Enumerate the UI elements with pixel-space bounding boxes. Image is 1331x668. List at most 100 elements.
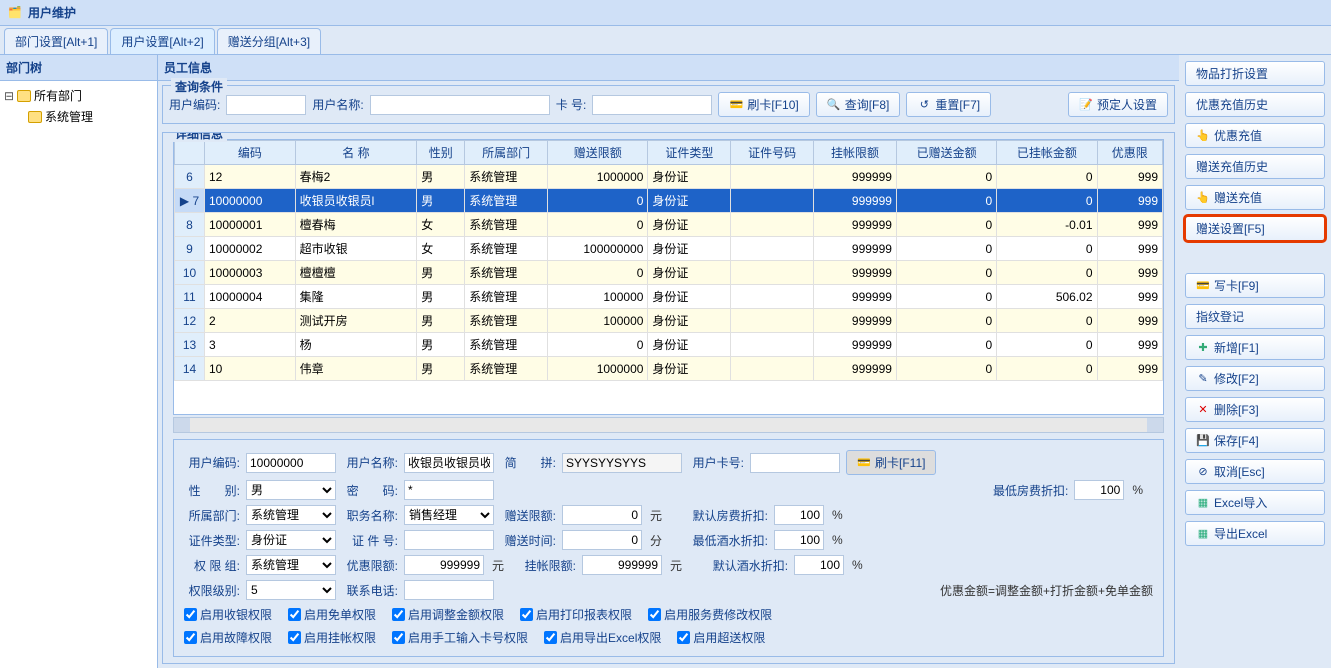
- search-legend: 查询条件: [171, 78, 227, 95]
- f-idno-l: 证 件 号:: [342, 532, 398, 549]
- search-fieldset: 查询条件 用户编码: 用户名称: 卡 号: 💳刷卡[F10] 🔍查询[F8] ↺…: [162, 85, 1175, 124]
- swipe-card-button[interactable]: 💳刷卡[F10]: [718, 92, 809, 117]
- f-sex[interactable]: 男: [246, 480, 336, 500]
- f-gift[interactable]: [562, 505, 642, 525]
- f-defroom[interactable]: [774, 505, 824, 525]
- f-idno[interactable]: [404, 530, 494, 550]
- btn-recharge[interactable]: 👆优惠充值: [1185, 123, 1325, 148]
- btn-excel-export[interactable]: ▦导出Excel: [1185, 521, 1325, 546]
- cancel-icon: ⊘: [1196, 465, 1210, 479]
- f-card[interactable]: [750, 453, 840, 473]
- f-user-code[interactable]: [246, 453, 336, 473]
- staff-panel-header: 员工信息: [158, 55, 1179, 81]
- table-row[interactable]: 1010000003檀檀檀男系统管理0身份证99999900999: [175, 261, 1163, 285]
- dept-tree: ⊟ 所有部门 系统管理: [0, 81, 157, 131]
- table-row[interactable]: 810000001檀春梅女系统管理0身份证9999990-0.01999: [175, 213, 1163, 237]
- f-user-code-l: 用户编码:: [184, 454, 240, 471]
- btn-recharge-history[interactable]: 优惠充值历史: [1185, 92, 1325, 117]
- user-name-input[interactable]: [370, 95, 550, 115]
- f-pwd[interactable]: [404, 480, 494, 500]
- f-minwine[interactable]: [774, 530, 824, 550]
- card-icon: 💳: [857, 456, 871, 470]
- perm-row2: 启用故障权限 启用挂帐权限 启用手工输入卡号权限 启用导出Excel权限 启用超…: [184, 629, 1153, 646]
- f-defroom-l: 默认房费折扣:: [678, 507, 768, 524]
- f-disc[interactable]: [404, 555, 484, 575]
- btn-gift-history[interactable]: 赠送充值历史: [1185, 154, 1325, 179]
- table-row[interactable]: 910000002超市收银女系统管理100000000身份证9999990099…: [175, 237, 1163, 261]
- table-row[interactable]: 1410伟章男系统管理1000000身份证99999900999: [175, 357, 1163, 381]
- delete-icon: ✕: [1196, 403, 1210, 417]
- card-icon: 💳: [1196, 279, 1210, 293]
- btn-excel-import[interactable]: ▦Excel导入: [1185, 490, 1325, 515]
- formula-text: 优惠金额=调整金额+打折金额+免单金额: [940, 582, 1153, 599]
- tab-gift-group[interactable]: 赠送分组[Alt+3]: [217, 28, 321, 54]
- window-title: 用户维护: [28, 4, 76, 21]
- tree-toggle-icon[interactable]: ⊟: [4, 89, 14, 103]
- cb-oversend[interactable]: 启用超送权限: [677, 629, 765, 646]
- table-row[interactable]: 122测试开房男系统管理100000身份证99999900999: [175, 309, 1163, 333]
- tree-child[interactable]: 系统管理: [4, 106, 153, 127]
- f-disc-l: 优惠限额:: [342, 557, 398, 574]
- tree-root-label: 所有部门: [34, 87, 82, 104]
- f-rights[interactable]: 系统管理: [246, 555, 336, 575]
- btn-edit[interactable]: ✎修改[F2]: [1185, 366, 1325, 391]
- f-minroom-l: 最低房费折扣:: [978, 482, 1068, 499]
- btn-discount-setting[interactable]: 物品打折设置: [1185, 61, 1325, 86]
- btn-gift-setting[interactable]: 赠送设置[F5]: [1185, 216, 1325, 241]
- tree-root[interactable]: ⊟ 所有部门: [4, 85, 153, 106]
- cb-credit[interactable]: 启用挂帐权限: [288, 629, 376, 646]
- table-row[interactable]: 133杨男系统管理0身份证99999900999: [175, 333, 1163, 357]
- h-scrollbar[interactable]: [173, 417, 1164, 433]
- f-user-name[interactable]: [404, 453, 494, 473]
- excel-icon: ▦: [1196, 496, 1210, 510]
- cb-print[interactable]: 启用打印报表权限: [520, 606, 632, 623]
- f-job-l: 职务名称:: [342, 507, 398, 524]
- card-icon: 💳: [729, 98, 743, 112]
- card-no-label: 卡 号:: [556, 96, 587, 113]
- title-bar: 🗂️ 用户维护: [0, 0, 1331, 26]
- hand-icon: 👆: [1196, 191, 1210, 205]
- cb-fault[interactable]: 启用故障权限: [184, 629, 272, 646]
- note-icon: 📝: [1079, 98, 1093, 112]
- query-button[interactable]: 🔍查询[F8]: [816, 92, 901, 117]
- cb-cashier[interactable]: 启用收银权限: [184, 606, 272, 623]
- preset-button[interactable]: 📝预定人设置: [1068, 92, 1168, 117]
- btn-fingerprint[interactable]: 指纹登记: [1185, 304, 1325, 329]
- btn-cancel[interactable]: ⊘取消[Esc]: [1185, 459, 1325, 484]
- cb-exportexcel[interactable]: 启用导出Excel权限: [544, 629, 661, 646]
- cb-adjust[interactable]: 启用调整金额权限: [392, 606, 504, 623]
- f-dept[interactable]: 系统管理: [246, 505, 336, 525]
- btn-write-card[interactable]: 💳写卡[F9]: [1185, 273, 1325, 298]
- staff-grid[interactable]: 编码名 称性别所属部门赠送限额证件类型证件号码挂帐限额已赠送金额已挂帐金额优惠限…: [173, 139, 1164, 415]
- f-credit-l: 挂帐限额:: [520, 557, 576, 574]
- f-minwine-l: 最低酒水折扣:: [678, 532, 768, 549]
- table-row[interactable]: 612春梅2男系统管理1000000身份证99999900999: [175, 165, 1163, 189]
- table-row[interactable]: ▶ 710000000收银员收银员l男系统管理0身份证99999900999: [175, 189, 1163, 213]
- save-icon: 💾: [1196, 434, 1210, 448]
- f-phone[interactable]: [404, 580, 494, 600]
- f-level[interactable]: 5: [246, 580, 336, 600]
- f-minroom[interactable]: [1074, 480, 1124, 500]
- cb-manualcard[interactable]: 启用手工输入卡号权限: [392, 629, 528, 646]
- table-row[interactable]: 1110000004集隆男系统管理100000身份证9999990506.029…: [175, 285, 1163, 309]
- f-job[interactable]: 销售经理: [404, 505, 494, 525]
- reset-button[interactable]: ↺重置[F7]: [906, 92, 991, 117]
- btn-save[interactable]: 💾保存[F4]: [1185, 428, 1325, 453]
- user-code-input[interactable]: [226, 95, 306, 115]
- cb-free[interactable]: 启用免单权限: [288, 606, 376, 623]
- f-gifttime[interactable]: [562, 530, 642, 550]
- cb-svcfee[interactable]: 启用服务费修改权限: [648, 606, 772, 623]
- btn-delete[interactable]: ✕删除[F3]: [1185, 397, 1325, 422]
- card-no-input[interactable]: [592, 95, 712, 115]
- btn-new[interactable]: ✚新增[F1]: [1185, 335, 1325, 360]
- folder-icon: [28, 111, 42, 123]
- f-gift-l: 赠送限额:: [500, 507, 556, 524]
- f-credit[interactable]: [582, 555, 662, 575]
- hand-icon: 👆: [1196, 129, 1210, 143]
- tab-user[interactable]: 用户设置[Alt+2]: [110, 28, 214, 54]
- f-level-l: 权限级别:: [184, 582, 240, 599]
- f-defwine[interactable]: [794, 555, 844, 575]
- btn-gift-recharge[interactable]: 👆赠送充值: [1185, 185, 1325, 210]
- f-idtype[interactable]: 身份证: [246, 530, 336, 550]
- tab-dept[interactable]: 部门设置[Alt+1]: [4, 28, 108, 54]
